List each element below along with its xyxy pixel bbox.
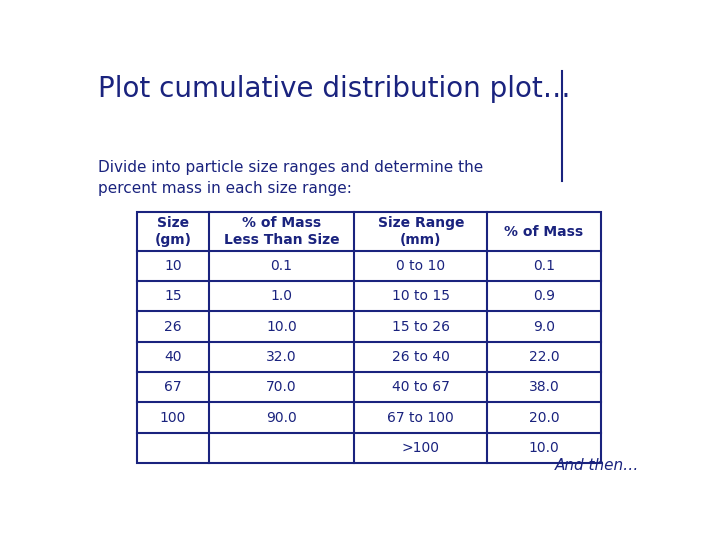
Text: 67: 67	[164, 380, 182, 394]
Text: 10.0: 10.0	[266, 320, 297, 334]
Text: % of Mass: % of Mass	[504, 225, 583, 239]
Text: 100: 100	[160, 410, 186, 424]
Text: Size
(gm): Size (gm)	[155, 216, 192, 247]
Text: 10 to 15: 10 to 15	[392, 289, 450, 303]
Text: 0.9: 0.9	[533, 289, 555, 303]
Text: 10: 10	[164, 259, 182, 273]
Text: 0 to 10: 0 to 10	[396, 259, 446, 273]
Text: 40: 40	[164, 350, 182, 364]
Text: 0.1: 0.1	[271, 259, 292, 273]
Text: Plot cumulative distribution plot…: Plot cumulative distribution plot…	[99, 75, 571, 103]
Text: 10.0: 10.0	[528, 441, 559, 455]
Text: 26: 26	[164, 320, 182, 334]
Text: 9.0: 9.0	[533, 320, 555, 334]
Text: 1.0: 1.0	[271, 289, 292, 303]
Text: 32.0: 32.0	[266, 350, 297, 364]
Text: 15 to 26: 15 to 26	[392, 320, 450, 334]
Text: 90.0: 90.0	[266, 410, 297, 424]
Text: And then…: And then…	[555, 458, 639, 473]
Text: % of Mass
Less Than Size: % of Mass Less Than Size	[224, 216, 339, 247]
Text: 40 to 67: 40 to 67	[392, 380, 450, 394]
Text: 20.0: 20.0	[528, 410, 559, 424]
Text: Size Range
(mm): Size Range (mm)	[377, 216, 464, 247]
Text: 22.0: 22.0	[528, 350, 559, 364]
Text: 38.0: 38.0	[528, 380, 559, 394]
Text: 70.0: 70.0	[266, 380, 297, 394]
Text: 0.1: 0.1	[533, 259, 555, 273]
Text: 15: 15	[164, 289, 182, 303]
Text: >100: >100	[402, 441, 440, 455]
Text: 26 to 40: 26 to 40	[392, 350, 450, 364]
Text: Divide into particle size ranges and determine the
percent mass in each size ran: Divide into particle size ranges and det…	[99, 160, 484, 197]
Text: 67 to 100: 67 to 100	[387, 410, 454, 424]
